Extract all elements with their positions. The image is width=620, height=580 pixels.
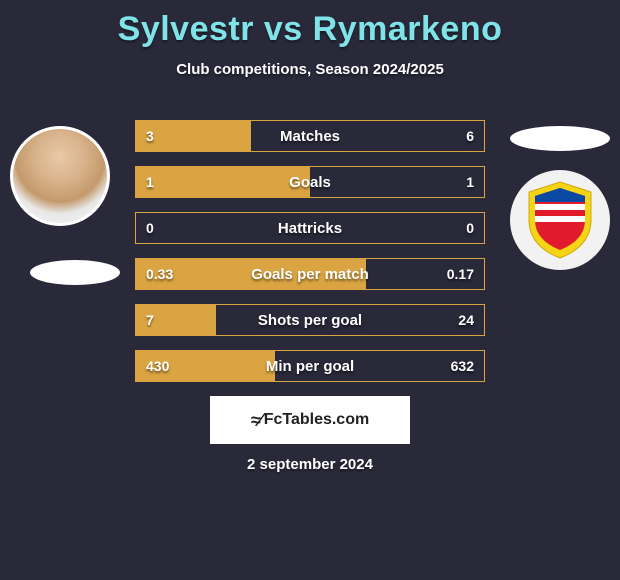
bar-row-goals: 1 Goals 1 <box>135 166 485 198</box>
bar-right-value: 0.17 <box>447 259 474 289</box>
bar-row-goals-per-match: 0.33 Goals per match 0.17 <box>135 258 485 290</box>
page-subtitle: Club competitions, Season 2024/2025 <box>0 61 620 78</box>
bar-row-min-per-goal: 430 Min per goal 632 <box>135 350 485 382</box>
bar-right-value: 6 <box>466 121 474 151</box>
bar-label: Matches <box>136 121 484 151</box>
bar-right-value: 632 <box>451 351 474 381</box>
bar-label: Hattricks <box>136 213 484 243</box>
bar-row-matches: 3 Matches 6 <box>135 120 485 152</box>
bar-row-shots-per-goal: 7 Shots per goal 24 <box>135 304 485 336</box>
source-badge: ≈⁄ FcTables.com <box>210 396 410 444</box>
bar-label: Goals <box>136 167 484 197</box>
comparison-bars: 3 Matches 6 1 Goals 1 0 Hattricks 0 0.33… <box>135 120 485 396</box>
bar-right-value: 24 <box>458 305 474 335</box>
player-left-avatar <box>10 126 110 226</box>
bar-label: Shots per goal <box>136 305 484 335</box>
bar-label: Goals per match <box>136 259 484 289</box>
bar-label: Min per goal <box>136 351 484 381</box>
player-right-avatar <box>510 126 610 151</box>
date-label: 2 september 2024 <box>0 456 620 473</box>
bar-right-value: 0 <box>466 213 474 243</box>
bar-right-value: 1 <box>466 167 474 197</box>
club-shield-icon <box>525 180 595 260</box>
page-title: Sylvestr vs Rymarkeno <box>0 0 620 49</box>
source-badge-text: FcTables.com <box>264 411 370 429</box>
source-badge-icon: ≈⁄ <box>251 410 260 431</box>
player-right-club-badge <box>510 170 610 270</box>
player-left-club-badge <box>30 260 120 285</box>
bar-row-hattricks: 0 Hattricks 0 <box>135 212 485 244</box>
